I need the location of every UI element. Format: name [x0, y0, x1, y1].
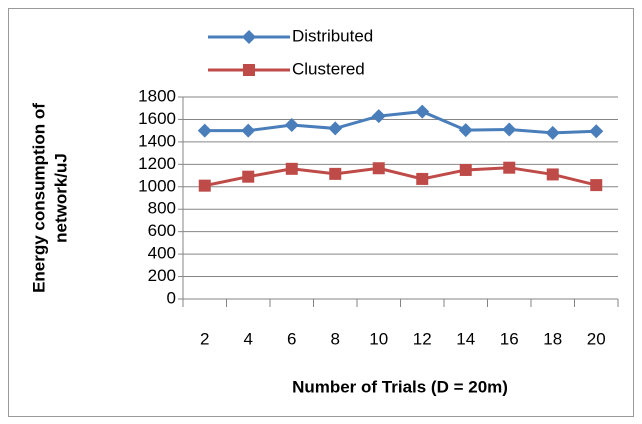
data-point: [242, 170, 255, 183]
data-point: [545, 125, 560, 140]
data-point: [503, 161, 516, 174]
x-tick-label: 6: [287, 329, 296, 348]
x-tick-label: 4: [244, 329, 253, 348]
x-axis-label: Number of Trials (D = 20m): [292, 377, 508, 396]
y-axis-label: Energy consumption of network/uJ: [29, 103, 70, 293]
legend-marker: [243, 64, 255, 76]
y-tick-label: 200: [148, 266, 176, 285]
x-tick-label: 20: [587, 329, 606, 348]
x-tick-label: 8: [331, 329, 340, 348]
x-tick-label: 10: [369, 329, 388, 348]
legend-label: Clustered: [292, 59, 365, 78]
x-tick-label: 12: [413, 329, 432, 348]
data-point: [285, 162, 298, 175]
series-line: [204, 110, 597, 135]
data-point: [241, 123, 256, 138]
data-point: [458, 123, 473, 138]
y-tick-label: 1400: [138, 131, 176, 150]
data-point: [329, 167, 342, 180]
data-point: [372, 162, 385, 175]
data-point: [546, 168, 559, 181]
legend-label: Distributed: [292, 26, 373, 45]
data-point: [198, 179, 211, 192]
y-tick-label: 1800: [138, 86, 176, 105]
data-point: [589, 124, 604, 139]
data-point: [416, 172, 429, 185]
y-axis-label-line: Energy consumption of: [29, 103, 48, 293]
y-tick-label: 1600: [138, 109, 176, 128]
x-tick-label: 18: [543, 329, 562, 348]
data-point: [328, 121, 343, 136]
legend-marker: [242, 30, 256, 44]
y-axis-label-line: network/uJ: [51, 153, 70, 243]
y-tick-label: 1000: [138, 176, 176, 195]
data-point: [502, 122, 517, 137]
series-line: [204, 166, 597, 188]
data-point: [459, 163, 472, 176]
y-tick-label: 800: [148, 199, 176, 218]
data-point: [590, 179, 603, 192]
data-point: [371, 109, 386, 124]
x-tick-label: 2: [200, 329, 209, 348]
data-point: [284, 118, 299, 133]
data-point: [197, 123, 212, 138]
y-tick-label: 1200: [138, 154, 176, 173]
x-tick-label: 14: [456, 329, 475, 348]
x-tick-label: 16: [500, 329, 519, 348]
data-point: [415, 104, 430, 119]
y-tick-label: 600: [148, 221, 176, 240]
y-tick-label: 0: [167, 288, 176, 307]
chart-border: [8, 8, 634, 417]
y-tick-label: 400: [148, 244, 176, 263]
